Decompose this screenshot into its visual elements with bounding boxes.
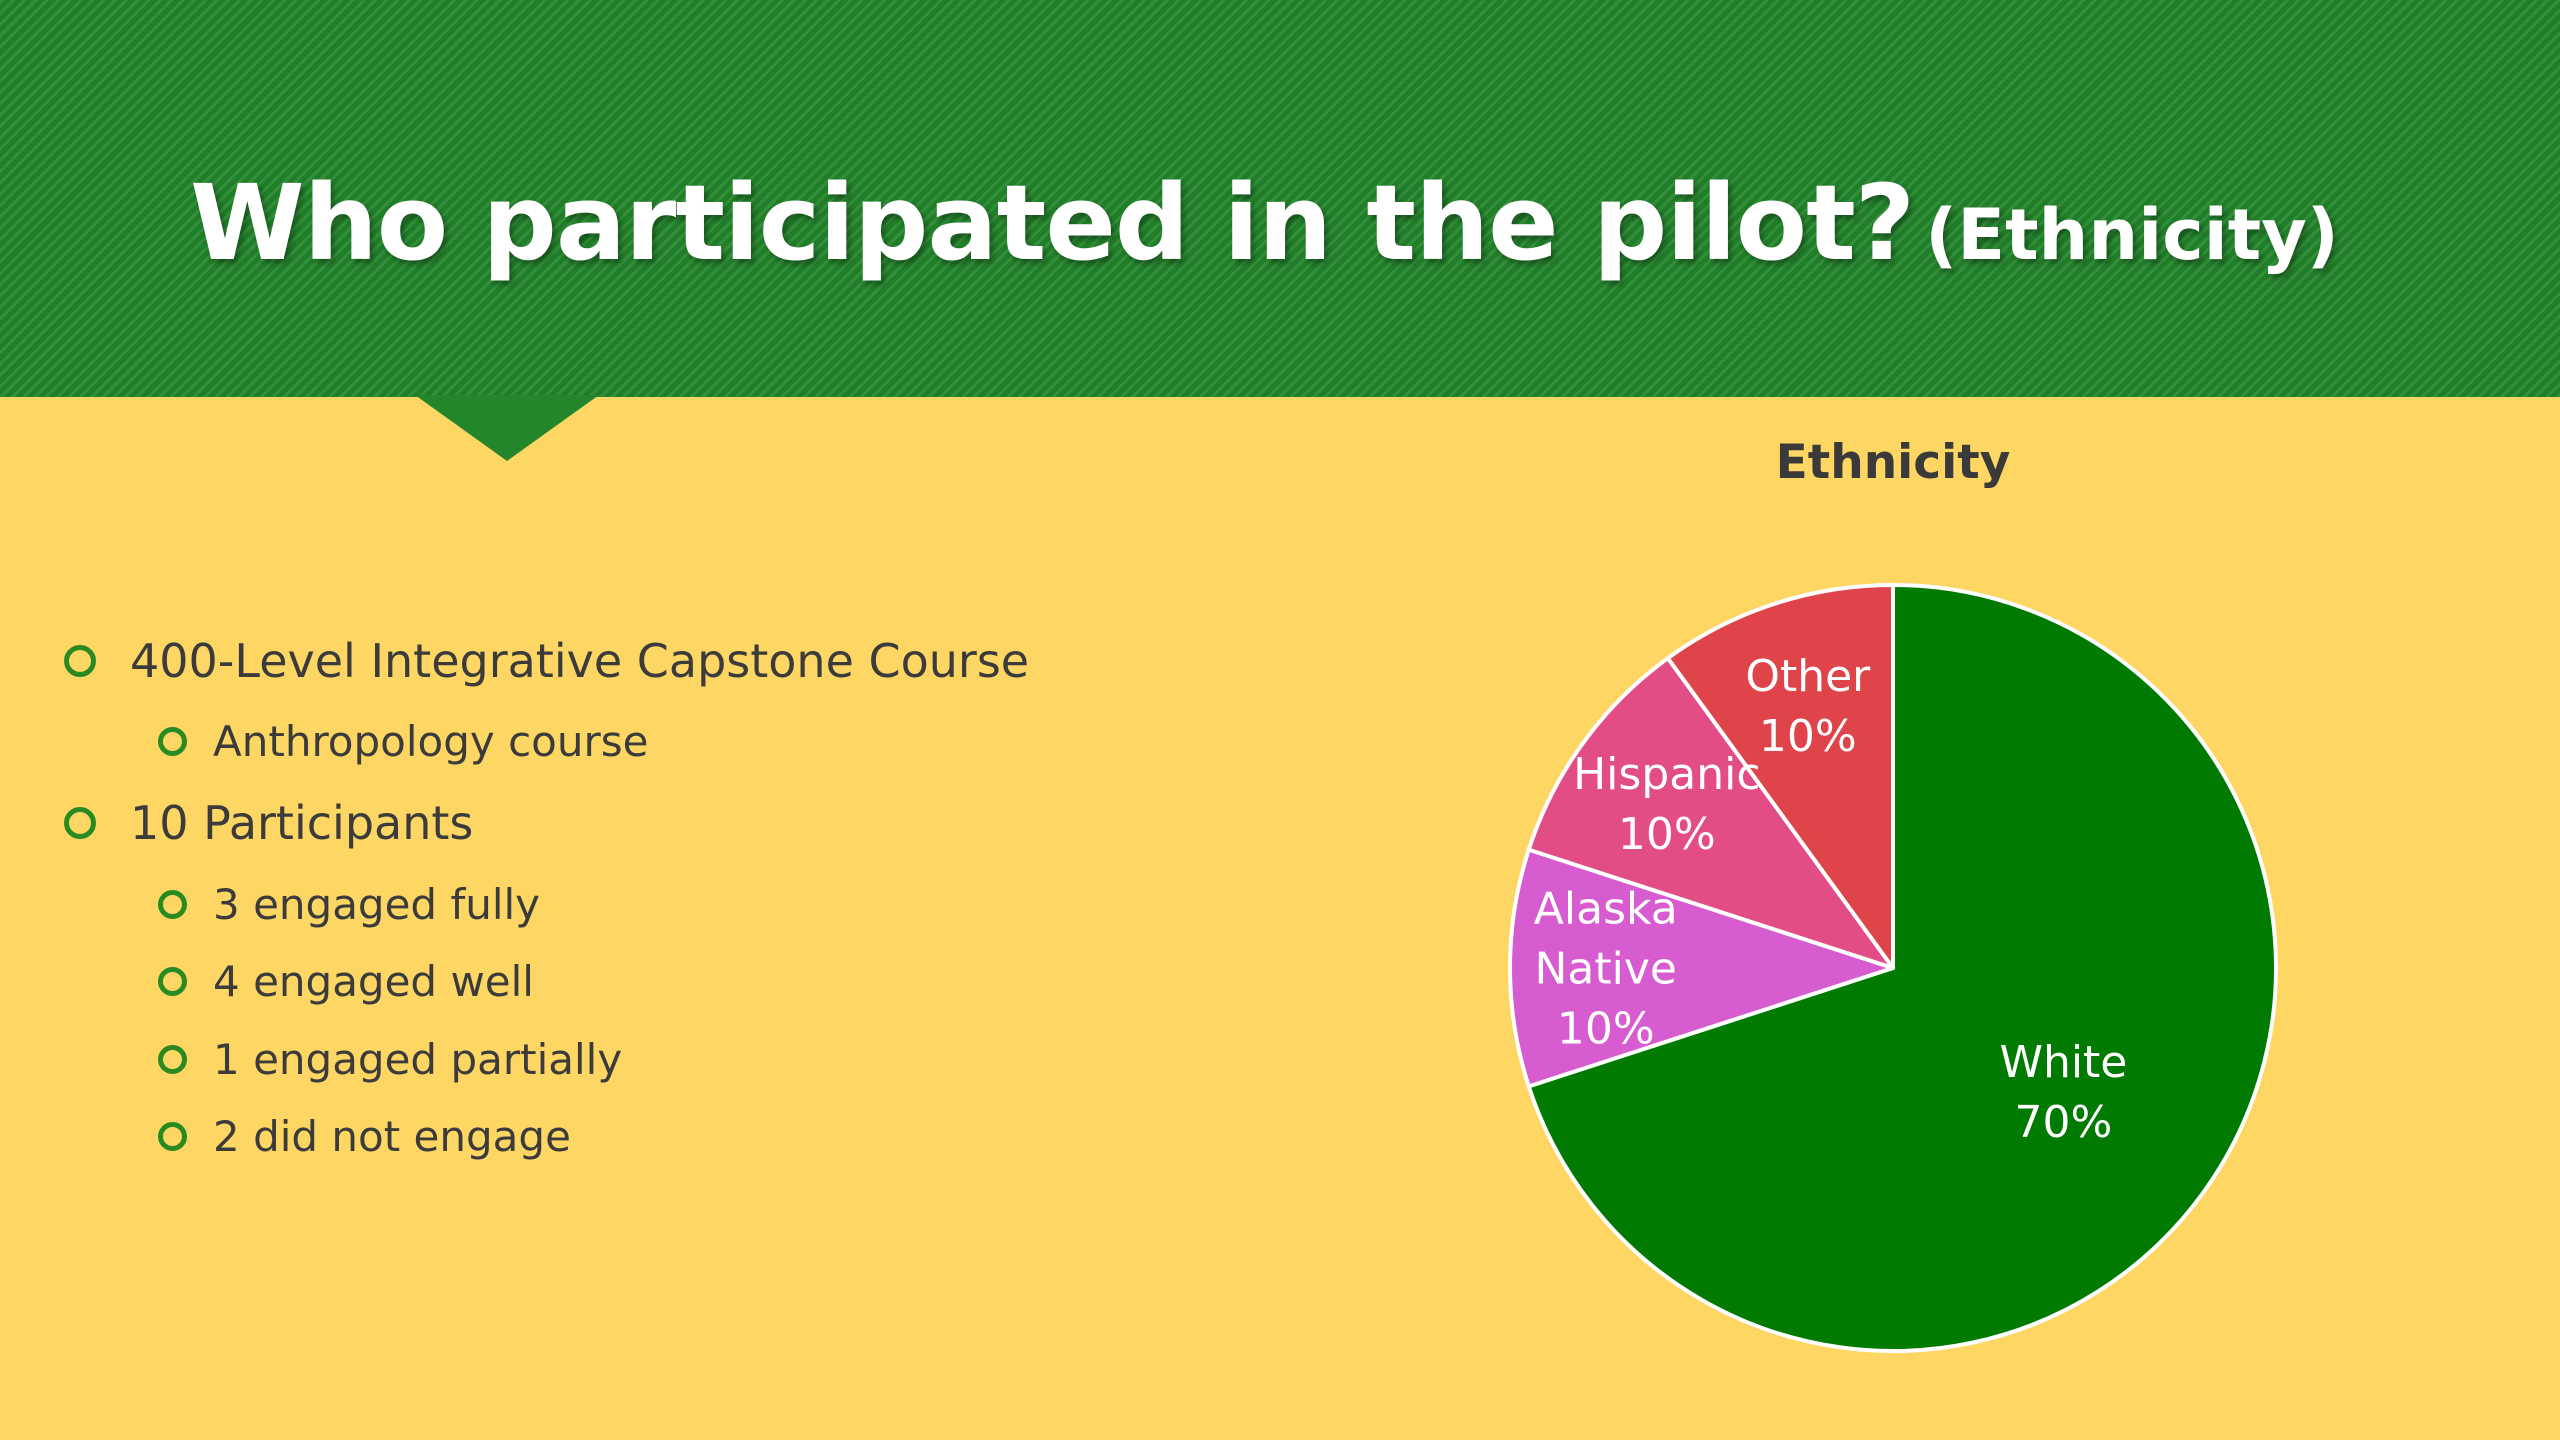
slide-title: Who participated in the pilot? (Ethnicit… [190, 162, 2339, 284]
bullet-ring-icon [158, 890, 187, 919]
bullet-item: 4 engaged well [158, 957, 534, 1006]
slice-category-name: White [1999, 1037, 2127, 1088]
bullet-ring-icon [158, 1122, 187, 1151]
bullet-text: 1 engaged partially [213, 1035, 623, 1084]
slice-percentage: 10% [1618, 809, 1716, 860]
bullet-text: 10 Participants [130, 796, 474, 850]
bullet-ring-icon [64, 807, 96, 839]
title-subtitle: (Ethnicity) [1925, 194, 2339, 276]
slice-percentage: 70% [2015, 1097, 2113, 1148]
bullet-item: 2 did not engage [158, 1112, 571, 1161]
bullet-text: 2 did not engage [213, 1112, 571, 1161]
slice-label-hispanic: Hispanic 10% [1573, 749, 1760, 860]
bullet-list: 400-Level Integrative Capstone Course Ant… [0, 0, 1200, 1440]
bullet-text: 4 engaged well [213, 957, 534, 1006]
bullet-text: 3 engaged fully [213, 880, 541, 929]
bullet-item: Anthropology course [158, 717, 648, 766]
pie-slice-other [1665, 583, 1895, 970]
bullet-item: 1 engaged partially [158, 1035, 622, 1084]
pie-slice-hispanic [1526, 656, 1895, 970]
pie-slice-white [1526, 583, 2278, 1353]
pie-slices [1508, 583, 2278, 1353]
bullet-item: 400-Level Integrative Capstone Course [64, 634, 1029, 688]
banner-pointer [415, 395, 599, 461]
slice-label-alaska-native: Alaska Native 10% [1534, 883, 1678, 1054]
bullet-ring-icon [158, 727, 187, 756]
slice-category-name: Alaska [1534, 883, 1678, 934]
bullet-ring-icon [158, 967, 187, 996]
slice-label-white: White 70% [1999, 1037, 2127, 1148]
bullet-text: Anthropology course [213, 717, 649, 766]
slice-percentage: 10% [1557, 1003, 1655, 1054]
chart-title: Ethnicity [1776, 435, 2011, 490]
slice-label-other: Other 10% [1745, 651, 1871, 762]
pie-data-labels: White 70%Alaska Native 10%Hispanic 10%Other 1… [1534, 651, 2128, 1148]
pie-slice-alaska-native [1508, 847, 1895, 1089]
title-banner [0, 0, 2560, 397]
title-main: Who participated in the pilot? [190, 162, 1915, 284]
slice-category-name: Other [1745, 651, 1871, 702]
bullet-ring-icon [158, 1045, 187, 1074]
slice-percentage: 10% [1759, 711, 1857, 762]
bullet-item: 3 engaged fully [158, 880, 540, 929]
bullet-item: 10 Participants [64, 796, 473, 850]
slice-category-name: Native [1535, 943, 1677, 994]
slice-category-name: Hispanic [1573, 749, 1760, 800]
bullet-text: 400-Level Integrative Capstone Course [130, 634, 1030, 688]
bullet-ring-icon [64, 645, 96, 677]
